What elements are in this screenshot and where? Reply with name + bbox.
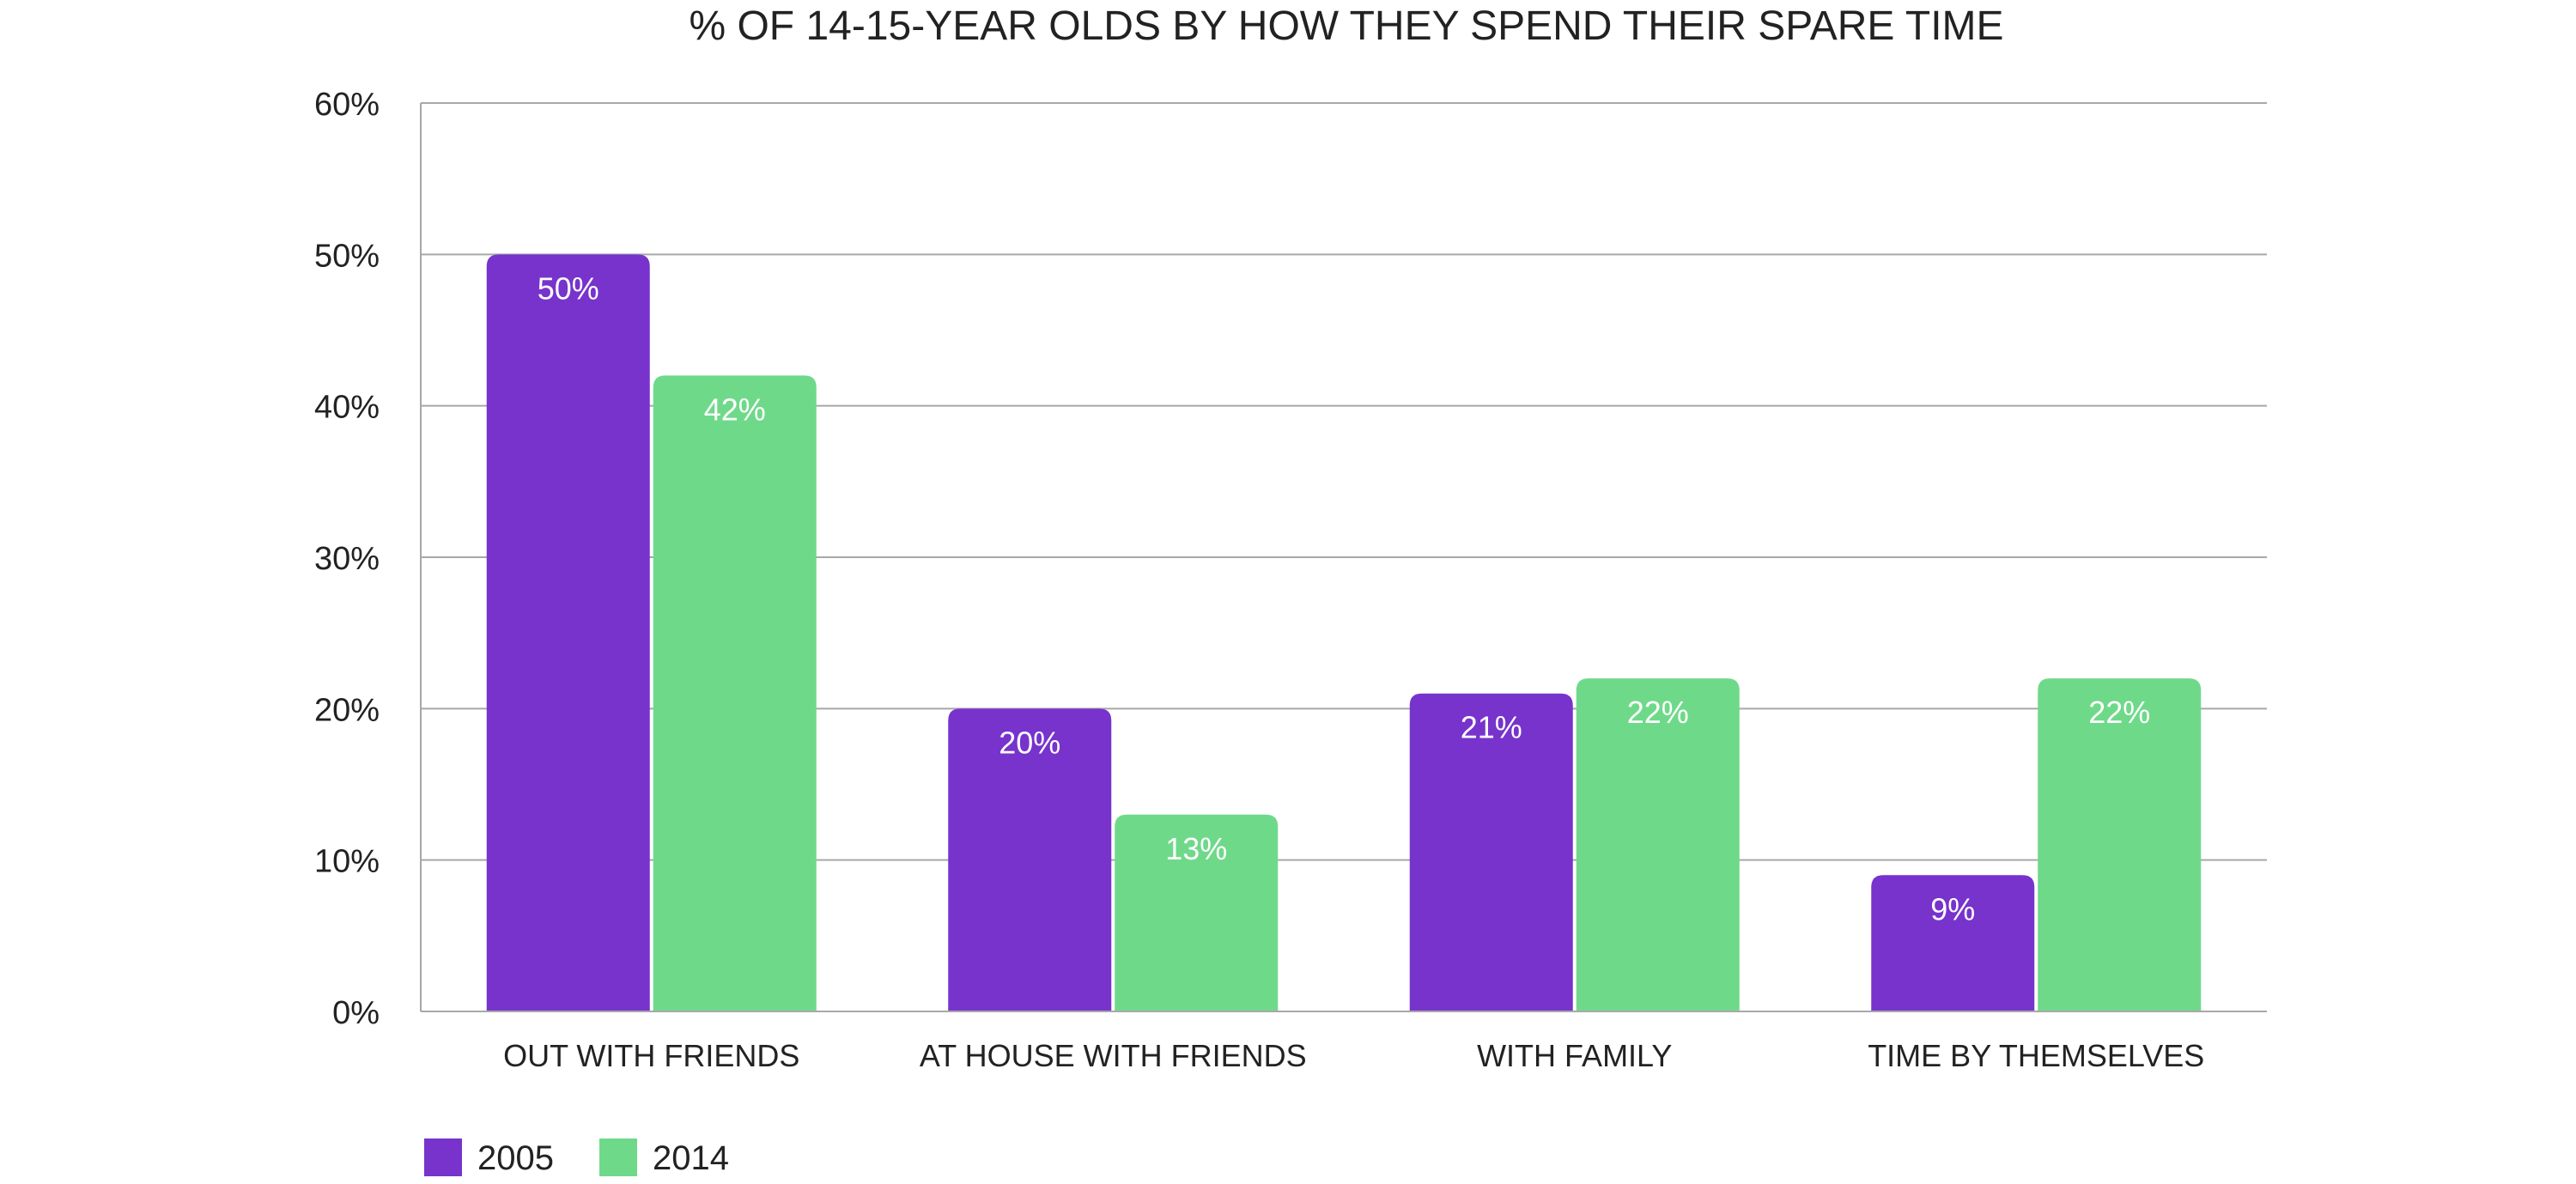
y-tick-label: 60% <box>314 87 380 123</box>
bar-2005-1 <box>948 708 1112 1011</box>
x-tick-label: WITH FAMILY <box>1477 1038 1672 1073</box>
legend-swatch-2005 <box>424 1138 462 1176</box>
x-tick-label: TIME BY THEMSELVES <box>1868 1038 2204 1073</box>
y-axis-ticks: 0% 10% 20% 30% 40% 50% 60% <box>314 87 380 1031</box>
data-label: 9% <box>1930 891 1975 926</box>
data-labels: 50% 42% 20% 13% 21% 22% 9% 22% <box>538 270 2151 926</box>
bar-2014-2 <box>1576 678 1740 1011</box>
legend: 2005 2014 <box>424 1138 729 1177</box>
bar-2014-0 <box>653 375 817 1011</box>
data-label: 21% <box>1461 710 1522 745</box>
y-tick-label: 30% <box>314 541 380 577</box>
data-label: 22% <box>2088 695 2150 730</box>
legend-label-2014: 2014 <box>653 1139 729 1177</box>
legend-swatch-2014 <box>599 1138 637 1176</box>
data-label: 42% <box>704 392 766 427</box>
y-tick-label: 10% <box>314 844 380 880</box>
y-tick-label: 0% <box>332 995 380 1031</box>
bar-2014-1 <box>1115 814 1279 1011</box>
legend-label-2005: 2005 <box>477 1139 554 1177</box>
data-label: 20% <box>999 725 1060 760</box>
bar-2005-3 <box>1871 875 2035 1011</box>
bar-2005-0 <box>486 254 650 1011</box>
y-tick-label: 20% <box>314 692 380 728</box>
data-label: 50% <box>538 270 599 306</box>
y-tick-label: 40% <box>314 390 380 426</box>
chart-title: % OF 14-15-YEAR OLDS BY HOW THEY SPEND T… <box>689 3 2003 49</box>
x-axis-ticks: OUT WITH FRIENDS AT HOUSE WITH FRIENDS WIT… <box>503 1038 2204 1073</box>
y-tick-label: 50% <box>314 238 380 274</box>
bar-2005-2 <box>1409 693 1573 1011</box>
x-tick-label: OUT WITH FRIENDS <box>503 1038 799 1073</box>
data-label: 22% <box>1627 695 1689 730</box>
bars <box>486 254 2202 1011</box>
bar-2014-3 <box>2038 678 2202 1011</box>
x-tick-label: AT HOUSE WITH FRIENDS <box>920 1038 1307 1073</box>
data-label: 13% <box>1165 831 1227 866</box>
